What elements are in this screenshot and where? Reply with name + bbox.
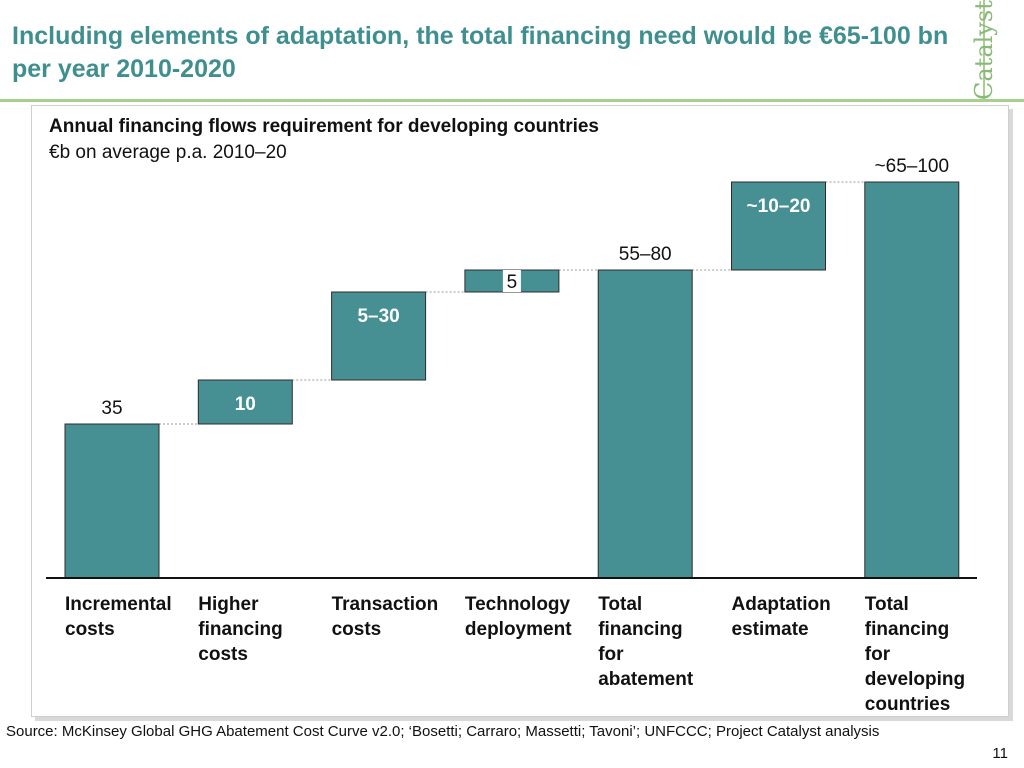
data-label: ~10–20 [747,196,811,217]
slide-title: Including elements of adaptation, the to… [12,22,949,83]
category-label-line: Higher [198,594,259,615]
category-label: Higher financing costs [198,594,282,665]
bar [197,379,293,425]
category-label-line: Incremental [65,594,172,615]
chart-title: Annual financing flows requirement for d… [49,116,599,137]
bar [64,423,160,579]
data-label: 5–30 [357,306,399,327]
category-label-line: for [865,644,891,665]
category-label-line: financing [198,619,282,640]
category-label-line: Technology [465,594,571,615]
category-label: Total financing for abatement [598,594,694,690]
title-divider [0,99,1024,102]
category-label-line: financing [865,619,949,640]
category-label: Adaptation estimate [732,594,831,640]
category-label-line: costs [65,619,115,640]
category-label-line: costs [332,619,382,640]
data-label: 5 [507,272,518,293]
source-note: Source: McKinsey Global GHG Abatement Co… [6,723,880,740]
category-label-line: abatement [598,669,694,690]
category-label: Technology deployment [465,594,572,640]
data-label-box [502,270,521,292]
data-label: ~65–100 [875,156,950,177]
category-label-line: Transaction [332,594,439,615]
category-label: Incremental costs [65,594,172,640]
category-label: Total financing for developing countries [865,594,965,715]
category-label-line: for [598,644,624,665]
category-label-line: Total [598,594,642,615]
chart-subtitle: €b on average p.a. 2010–20 [49,142,287,163]
data-label: 35 [101,398,122,419]
data-label: 55–80 [619,244,672,265]
category-label: Transaction costs [332,594,439,640]
chart-panel [31,105,1009,717]
category-label-line: financing [598,619,682,640]
category-label-line: costs [198,644,248,665]
category-label-line: Adaptation [732,594,831,615]
category-label-line: countries [865,694,951,715]
page-number: 11 [992,745,1008,762]
bar [864,181,960,579]
bar [331,291,427,381]
brand-divider [983,0,985,100]
bar [731,181,826,271]
category-label-line: Total [865,594,909,615]
category-label-line: estimate [732,619,809,640]
category-label-line: developing [865,669,965,690]
data-label: 10 [235,394,256,415]
bar [597,269,693,579]
category-label-line: deployment [465,619,572,640]
